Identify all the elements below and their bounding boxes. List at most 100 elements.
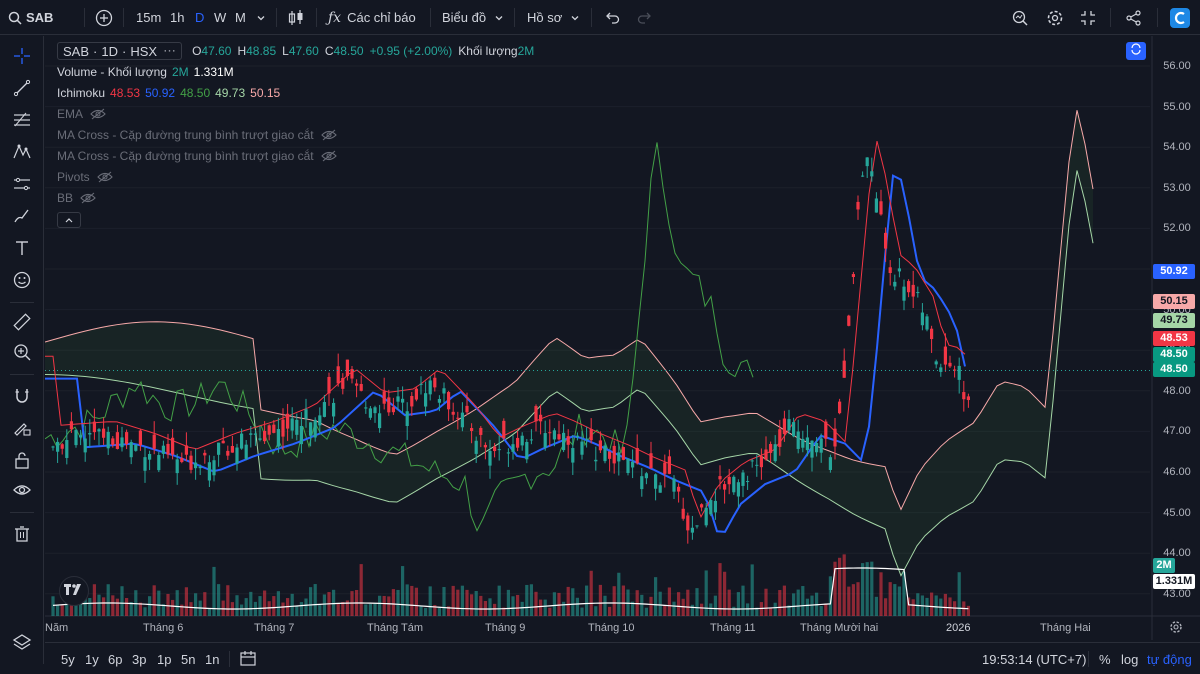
volume-bar bbox=[566, 586, 570, 616]
interval-dropdown[interactable] bbox=[256, 0, 266, 35]
range-6p[interactable]: 6p bbox=[108, 643, 122, 674]
symbol-search-button[interactable]: SAB bbox=[8, 0, 53, 35]
candle-body bbox=[364, 407, 368, 409]
compare-button[interactable] bbox=[95, 0, 113, 35]
range-5n[interactable]: 5n bbox=[181, 643, 195, 674]
visibility-tool[interactable] bbox=[10, 480, 34, 504]
eye-hidden-icon[interactable] bbox=[96, 171, 113, 183]
undo-button[interactable] bbox=[604, 0, 620, 35]
range-3p[interactable]: 3p bbox=[132, 643, 146, 674]
volume-bar bbox=[943, 593, 947, 616]
profile-menu-button[interactable]: Hồ sơ bbox=[527, 0, 580, 35]
volume-label: Khối lượng bbox=[458, 44, 518, 58]
delete-tool[interactable] bbox=[10, 524, 34, 548]
quick-search-button[interactable] bbox=[1011, 0, 1029, 35]
interval-m[interactable]: M bbox=[235, 0, 246, 35]
candle-body bbox=[690, 527, 694, 533]
candle-body bbox=[677, 486, 681, 492]
trend-line-tool[interactable] bbox=[10, 78, 34, 102]
eye-hidden-icon[interactable] bbox=[320, 150, 337, 162]
interval-d[interactable]: D bbox=[195, 0, 204, 35]
candle-body bbox=[424, 393, 428, 407]
volume-bar bbox=[456, 589, 460, 616]
timezone-button[interactable]: 19:53:14 (UTC+7) bbox=[982, 643, 1086, 674]
goto-date-button[interactable] bbox=[239, 643, 257, 674]
brush-tool[interactable] bbox=[10, 206, 34, 230]
indicator-legend-pivots[interactable]: Pivots bbox=[57, 168, 113, 186]
lock-drawing-tool[interactable] bbox=[10, 418, 34, 442]
candle-body bbox=[350, 369, 354, 379]
eye-hidden-icon[interactable] bbox=[320, 129, 337, 141]
indicator-legend-ema[interactable]: EMA bbox=[57, 105, 106, 123]
share-button[interactable] bbox=[1125, 0, 1143, 35]
price-chart[interactable] bbox=[45, 36, 1200, 640]
price-tick: 55.00 bbox=[1163, 100, 1191, 113]
collapse-legend-button[interactable] bbox=[57, 212, 81, 228]
range-1n[interactable]: 1n bbox=[205, 643, 219, 674]
axis-settings-button[interactable] bbox=[1169, 620, 1183, 639]
lock-icon bbox=[12, 450, 32, 475]
candle-body bbox=[916, 292, 920, 294]
candle-body bbox=[479, 427, 483, 435]
fullscreen-button[interactable] bbox=[1080, 0, 1096, 35]
eye-hidden-icon[interactable] bbox=[80, 192, 96, 204]
prediction-tool[interactable] bbox=[10, 174, 34, 198]
settings-button[interactable] bbox=[1046, 0, 1064, 35]
candle-body bbox=[962, 392, 966, 400]
volume-bar bbox=[506, 589, 510, 616]
zoom-tool[interactable] bbox=[10, 342, 34, 366]
volume-bar bbox=[700, 603, 704, 616]
indicator-legend-ma-cross-2[interactable]: MA Cross - Cặp đường trung bình trượt gi… bbox=[57, 147, 337, 165]
series-title[interactable]: SAB · 1D · HSX ⋯ bbox=[57, 42, 183, 60]
candle-body bbox=[419, 383, 423, 385]
range-1p[interactable]: 1p bbox=[157, 643, 171, 674]
lock-tool[interactable] bbox=[10, 450, 34, 474]
sync-button[interactable] bbox=[1126, 42, 1146, 60]
percent-scale-toggle[interactable]: % bbox=[1099, 643, 1111, 674]
brand-logo[interactable] bbox=[1170, 0, 1190, 35]
volume-bar bbox=[861, 563, 865, 616]
range-1y[interactable]: 1y bbox=[85, 643, 99, 674]
candle-body bbox=[198, 466, 202, 469]
object-tree-tool[interactable] bbox=[10, 632, 34, 656]
candle-body bbox=[171, 437, 175, 455]
interval-1h[interactable]: 1h bbox=[170, 0, 184, 35]
calendar-icon bbox=[239, 649, 257, 670]
candle-body bbox=[529, 439, 533, 441]
auto-scale-toggle[interactable]: tự động bbox=[1147, 643, 1192, 674]
interval-w[interactable]: W bbox=[214, 0, 226, 35]
candle-body bbox=[534, 406, 538, 422]
indicator-legend-volume[interactable]: Volume - Khối lượng 2M 1.331M bbox=[57, 63, 234, 81]
pattern-tool[interactable] bbox=[10, 142, 34, 166]
log-scale-toggle[interactable]: log bbox=[1121, 643, 1138, 674]
redo-button[interactable] bbox=[637, 0, 653, 35]
icon-tool[interactable] bbox=[10, 270, 34, 294]
candle-body bbox=[391, 407, 395, 413]
chevron-down-icon bbox=[494, 13, 504, 23]
eye-hidden-icon[interactable] bbox=[90, 108, 106, 120]
indicator-legend-ma-cross-1[interactable]: MA Cross - Cặp đường trung bình trượt gi… bbox=[57, 126, 337, 144]
volume-bar bbox=[718, 563, 722, 616]
volume-bar bbox=[828, 576, 832, 616]
chart-menu-button[interactable]: Biểu đồ bbox=[442, 0, 504, 35]
interval-label: W bbox=[214, 10, 227, 25]
tradingview-logo[interactable] bbox=[59, 576, 89, 606]
candle-body bbox=[861, 175, 865, 177]
candle-body bbox=[654, 474, 658, 489]
time-label: Tháng 6 bbox=[143, 622, 184, 634]
senkou-span-a-line bbox=[45, 170, 1094, 577]
indicators-button[interactable]: ƒx Các chỉ báo bbox=[328, 0, 416, 35]
fib-tool[interactable] bbox=[10, 110, 34, 134]
crosshair-tool[interactable] bbox=[10, 46, 34, 70]
indicator-legend-ichimoku[interactable]: Ichimoku 48.53 50.92 48.50 49.73 50.15 bbox=[57, 84, 280, 102]
interval-15m[interactable]: 15m bbox=[136, 0, 161, 35]
measure-tool[interactable] bbox=[10, 312, 34, 336]
indicator-legend-bb[interactable]: BB bbox=[57, 189, 96, 207]
chart-type-button[interactable] bbox=[286, 0, 306, 35]
text-tool[interactable] bbox=[10, 238, 34, 262]
ruler-icon bbox=[12, 312, 32, 337]
range-5y[interactable]: 5y bbox=[61, 643, 75, 674]
magnet-tool[interactable] bbox=[10, 386, 34, 410]
candle-body bbox=[166, 443, 170, 455]
